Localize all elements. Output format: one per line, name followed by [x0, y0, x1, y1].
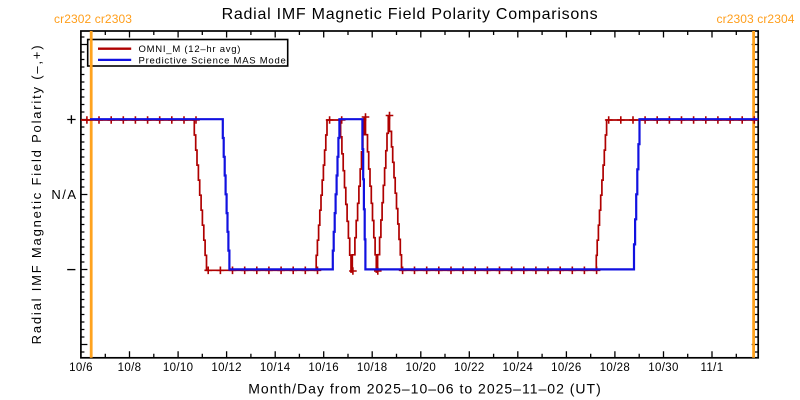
svg-text:10/22: 10/22 — [454, 362, 485, 374]
svg-text:10/24: 10/24 — [503, 362, 534, 374]
svg-text:10/18: 10/18 — [357, 362, 388, 374]
svg-text:Radial IMF Magnetic Field Pola: Radial IMF Magnetic Field Polarity (–,+) — [29, 44, 44, 345]
svg-text:N/A: N/A — [51, 187, 77, 202]
svg-text:Month/Day from 2025–10–06 to 2: Month/Day from 2025–10–06 to 2025–11–02 … — [248, 381, 602, 397]
svg-text:10/8: 10/8 — [118, 362, 142, 374]
svg-text:OMNI_M (12–hr avg): OMNI_M (12–hr avg) — [139, 44, 242, 55]
svg-text:10/6: 10/6 — [69, 362, 93, 374]
svg-text:10/26: 10/26 — [551, 362, 582, 374]
svg-text:10/28: 10/28 — [600, 362, 631, 374]
svg-text:cr2303 cr2304: cr2303 cr2304 — [717, 12, 795, 26]
svg-text:Predictive Science MAS Model: Predictive Science MAS Model — [139, 55, 290, 66]
svg-text:11/1: 11/1 — [701, 362, 724, 374]
svg-text:10/16: 10/16 — [308, 362, 339, 374]
svg-text:10/12: 10/12 — [211, 362, 242, 374]
svg-text:10/14: 10/14 — [260, 362, 291, 374]
svg-text:10/30: 10/30 — [648, 362, 679, 374]
svg-text:Radial IMF Magnetic Field Pola: Radial IMF Magnetic Field Polarity Compa… — [222, 6, 599, 23]
svg-text:cr2302 cr2303: cr2302 cr2303 — [54, 12, 132, 26]
svg-text:10/10: 10/10 — [163, 362, 194, 374]
svg-text:10/20: 10/20 — [406, 362, 437, 374]
